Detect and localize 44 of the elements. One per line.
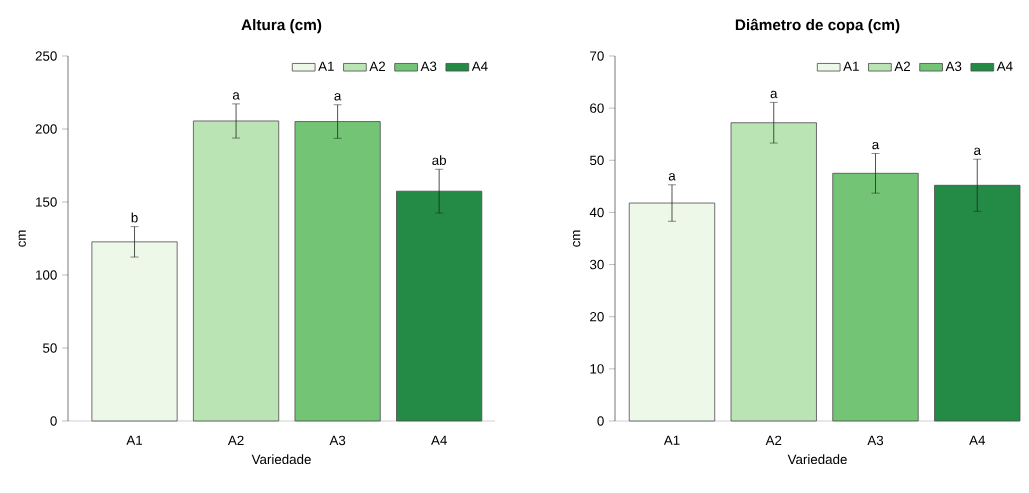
x-tick-label: A2 [765, 435, 782, 446]
legend-label: A4 [471, 61, 488, 71]
annotation: a [668, 173, 676, 181]
x-tick-label: A1 [126, 435, 143, 445]
y-tick-label: 60 [590, 103, 604, 113]
annotation: a [232, 92, 240, 100]
y-tick-label: 50 [590, 155, 604, 165]
legend-label: A2 [369, 61, 385, 71]
x-tick-label: A1 [663, 435, 680, 445]
y-tick-label: 20 [590, 311, 604, 322]
y-tick-label: 10 [590, 364, 604, 374]
annotation: a [770, 90, 778, 99]
x-tick-label: A3 [329, 435, 346, 446]
annotation: a [334, 93, 342, 101]
annotation: ab [432, 155, 447, 166]
y-tick-label: 0 [50, 416, 57, 426]
legend-label: A1 [318, 61, 334, 71]
chart-title: Diâmetro de copa (cm) [735, 18, 900, 34]
y-tick-label: 200 [35, 124, 57, 134]
y-axis-title: cm [18, 230, 26, 247]
y-axis-title: cm [573, 230, 581, 247]
legend-label: A3 [945, 61, 962, 72]
y-tick-label: 40 [589, 207, 604, 218]
y-tick-label: 50 [43, 343, 57, 353]
y-tick-label: 150 [36, 197, 57, 207]
y-tick-label: 100 [36, 270, 57, 280]
annotation: b [131, 212, 138, 223]
legend-label: A2 [894, 61, 910, 71]
annotation: a [974, 147, 981, 155]
legend-label: A1 [843, 61, 859, 71]
y-tick-label: 70 [590, 51, 604, 61]
x-axis-title: Variedade [787, 454, 847, 465]
chart-title: Altura (cm) [241, 19, 322, 34]
legend-label: A3 [420, 61, 437, 72]
y-tick-label: 250 [35, 51, 57, 61]
x-tick-label: A2 [227, 435, 244, 446]
legend-label: A4 [996, 61, 1013, 71]
y-tick-label: 0 [597, 416, 604, 426]
x-tick-label: A4 [969, 435, 986, 445]
x-tick-label: A3 [867, 435, 884, 446]
annotation: a [872, 141, 880, 150]
x-axis-title: Variedade [251, 454, 311, 465]
y-tick-label: 30 [589, 259, 604, 270]
x-tick-label: A4 [431, 435, 447, 445]
